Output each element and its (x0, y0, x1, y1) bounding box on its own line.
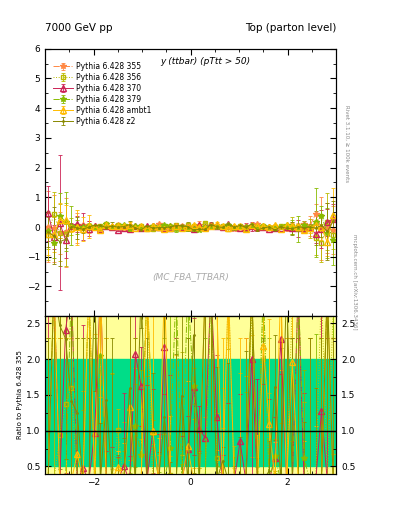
Text: mcplots.cern.ch [arXiv:1306.3436]: mcplots.cern.ch [arXiv:1306.3436] (352, 234, 357, 329)
Legend: Pythia 6.428 355, Pythia 6.428 356, Pythia 6.428 370, Pythia 6.428 379, Pythia 6: Pythia 6.428 355, Pythia 6.428 356, Pyth… (52, 60, 152, 127)
Text: 7000 GeV pp: 7000 GeV pp (45, 23, 113, 33)
Text: (MC_FBA_TTBAR): (MC_FBA_TTBAR) (152, 272, 229, 282)
Text: y (ttbar) (pTtt > 50): y (ttbar) (pTtt > 50) (160, 57, 250, 66)
Y-axis label: Ratio to Pythia 6.428 355: Ratio to Pythia 6.428 355 (17, 351, 23, 439)
Text: Top (parton level): Top (parton level) (244, 23, 336, 33)
Text: Rivet 3.1.10, ≥ 100k events: Rivet 3.1.10, ≥ 100k events (344, 105, 349, 182)
